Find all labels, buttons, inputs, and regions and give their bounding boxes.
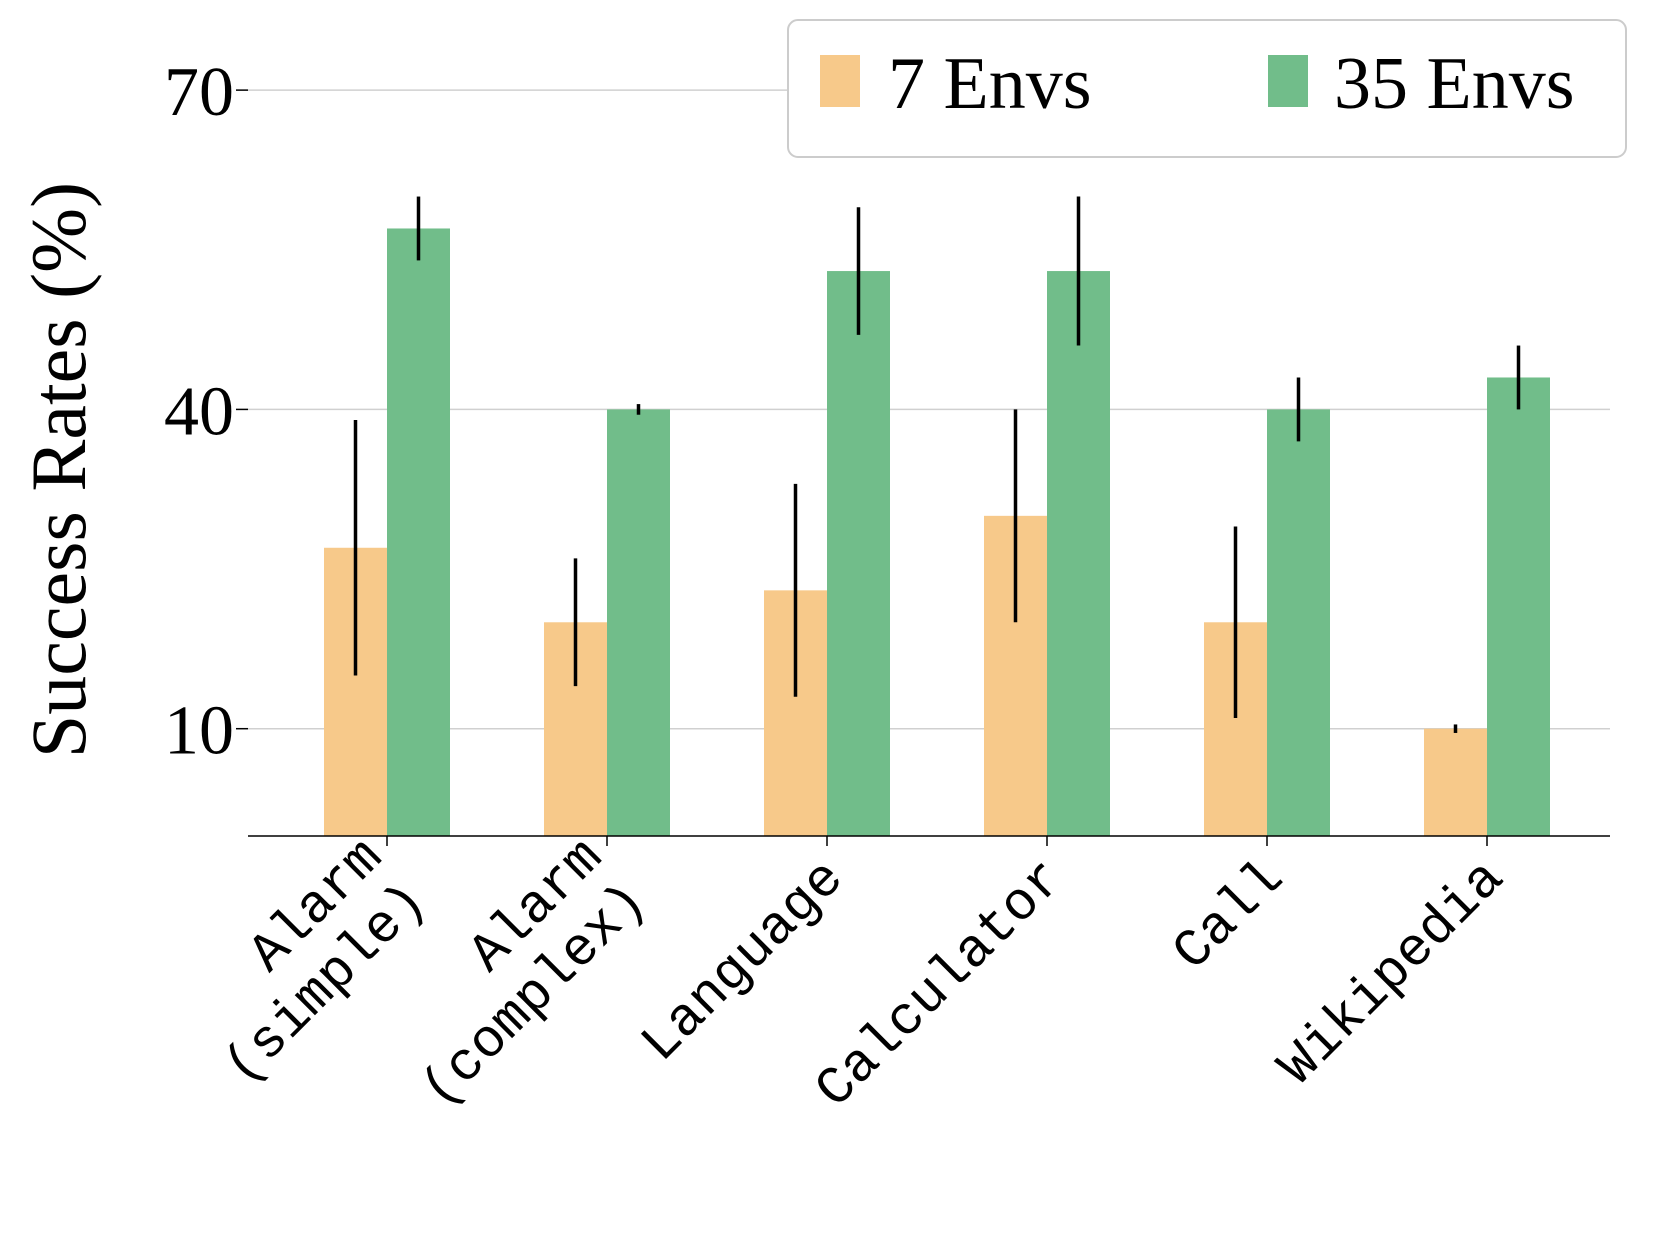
- xtick-label-line: Call: [1162, 849, 1297, 984]
- ytick-label: 40: [164, 373, 234, 450]
- axes: [236, 89, 1610, 846]
- y-axis-label: Success Rates (%): [15, 182, 102, 758]
- legend-label-0: 7 Envs: [888, 43, 1092, 125]
- ytick-label: 10: [164, 693, 234, 770]
- xtick-label-4: Call: [1162, 849, 1297, 984]
- xtick-label-5: Wikipedia: [1268, 849, 1517, 1098]
- legend-swatch-1: [1268, 55, 1308, 107]
- xtick-label-line: Wikipedia: [1268, 849, 1517, 1098]
- bar-35-envs-1: [607, 409, 670, 836]
- legend-box: [787, 19, 1627, 158]
- bar-35-envs-3: [1047, 271, 1110, 836]
- xtick-label-line: Language: [631, 849, 857, 1075]
- xtick-label-0: Alarm(simple): [169, 828, 439, 1098]
- legend-label-1: 35 Envs: [1334, 43, 1575, 125]
- legend-swatch-0: [820, 55, 860, 107]
- bar-7-envs-5: [1424, 728, 1487, 836]
- bar-35-envs-4: [1267, 409, 1330, 836]
- xtick-label-2: Language: [631, 849, 857, 1075]
- grid-lines: [248, 89, 1610, 730]
- bars: [324, 228, 1550, 836]
- error-bars: [353, 196, 1521, 733]
- bar-35-envs-5: [1487, 377, 1550, 836]
- legend: 7 Envs 35 Envs: [787, 19, 1627, 158]
- bar-35-envs-2: [827, 271, 890, 836]
- bar-35-envs-0: [387, 228, 450, 836]
- ytick-label: 70: [164, 54, 234, 131]
- xtick-label-1: Alarm(complex): [366, 828, 659, 1121]
